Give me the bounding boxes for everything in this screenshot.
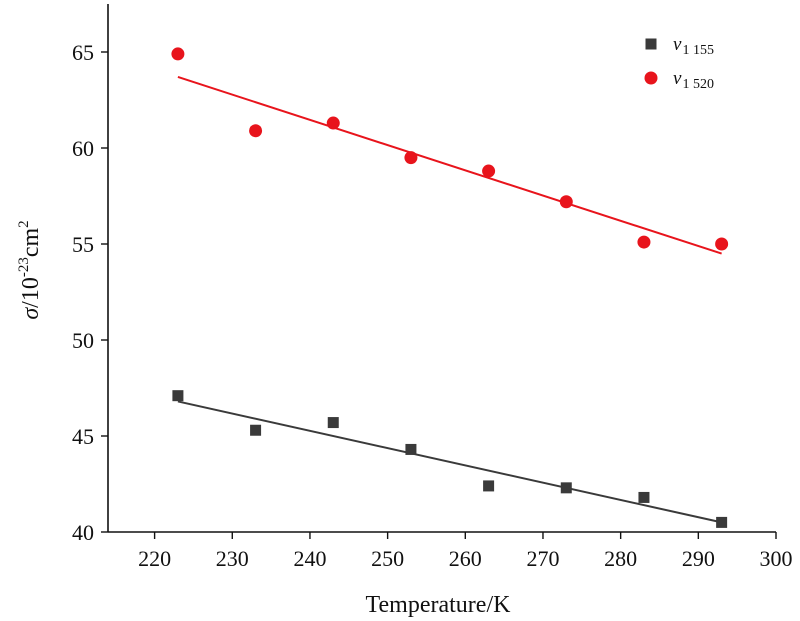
x-tick-label: 230 (216, 546, 249, 571)
data-point-circle (559, 195, 573, 209)
data-point-square (327, 417, 339, 429)
y-axis-title-base: /10 (18, 277, 44, 308)
data-point-square (560, 482, 572, 494)
fit-line-series-2 (177, 76, 722, 255)
x-tick-label: 260 (449, 546, 482, 571)
y-tick-label: 55 (72, 232, 94, 257)
y-axis-title-exp2: 2 (16, 220, 32, 228)
y-ticks: 40 45 50 55 60 65 (72, 40, 108, 545)
fit-lines (177, 76, 722, 524)
y-axis-title-unit: cm (18, 228, 44, 258)
y-tick-label: 45 (72, 424, 94, 449)
legend-label-main: v (673, 34, 682, 55)
data-point-circle (715, 237, 729, 251)
legend-label: v1 155 (673, 34, 714, 58)
y-tick-label: 50 (72, 328, 94, 353)
legend-marker-circle (644, 71, 658, 85)
legend-label-main: v (673, 68, 682, 89)
y-axis-title: σ/10-23cm2 (16, 220, 44, 319)
x-tick-label: 280 (604, 546, 637, 571)
points (171, 47, 729, 528)
y-axis-title-exp1: -23 (16, 257, 32, 277)
data-point-square (405, 443, 417, 455)
legend-label-sub: 1 155 (682, 43, 714, 58)
y-tick-label: 65 (72, 40, 94, 65)
data-point-circle (326, 116, 340, 130)
data-point-circle (171, 47, 185, 61)
data-point-circle (482, 164, 496, 178)
x-tick-label: 300 (760, 546, 793, 571)
x-tick-label: 250 (371, 546, 404, 571)
x-tick-label: 220 (138, 546, 171, 571)
legend-label: v1 520 (673, 68, 714, 92)
data-point-square (172, 390, 184, 402)
data-point-square (483, 480, 495, 492)
y-tick-label: 40 (72, 520, 94, 545)
data-point-square (716, 516, 728, 528)
data-point-square (638, 491, 650, 503)
x-tick-label: 290 (682, 546, 715, 571)
data-point-square (250, 424, 262, 436)
fit-line-series-1 (177, 400, 722, 524)
data-point-circle (249, 124, 263, 138)
data-point-circle (637, 235, 651, 249)
legend-marker-square (645, 38, 657, 50)
legend-label-sub: 1 520 (682, 77, 714, 92)
data-point-circle (404, 151, 418, 165)
x-tick-label: 270 (526, 546, 559, 571)
x-axis-title: Temperature/K (366, 592, 512, 618)
y-tick-label: 60 (72, 136, 94, 161)
x-ticks: 220 230 240 250 260 270 280 290 300 (138, 532, 793, 571)
axes (107, 4, 776, 533)
x-tick-label: 240 (293, 546, 326, 571)
y-axis-title-symbol: σ (18, 307, 44, 320)
